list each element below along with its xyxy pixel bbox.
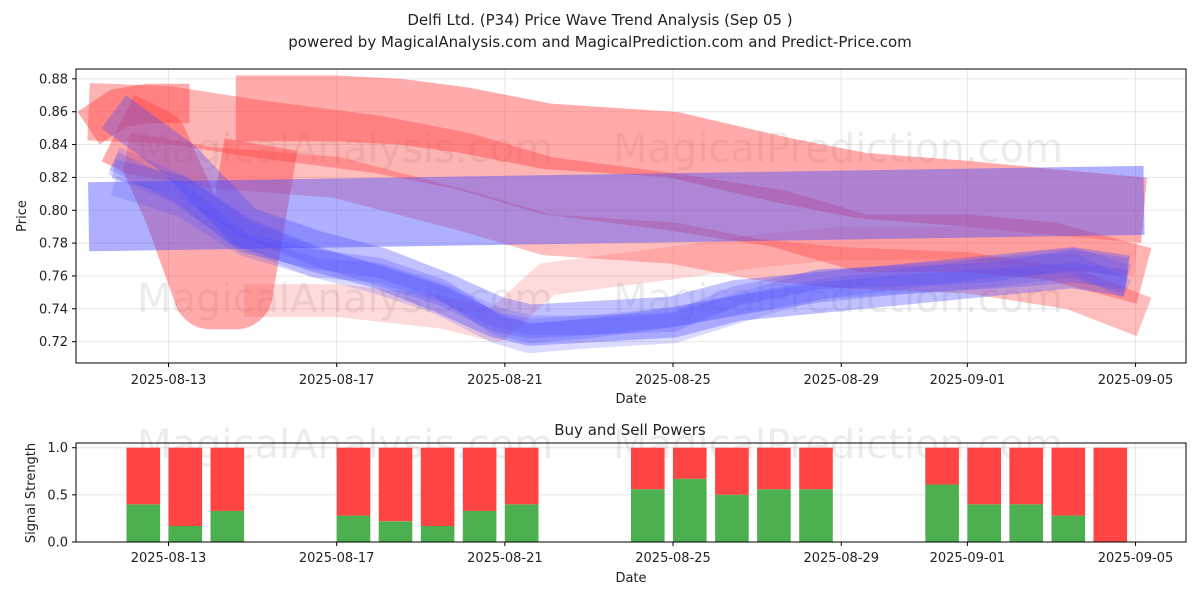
signal-y-tick-label: 0.0 bbox=[47, 536, 68, 551]
buy-power-bar bbox=[420, 526, 455, 542]
buy-power-bar bbox=[504, 504, 539, 542]
buy-power-bar bbox=[462, 510, 497, 542]
price-x-tick-label: 2025-09-01 bbox=[930, 373, 1006, 388]
red-wave-band bbox=[87, 82, 1152, 304]
red-wave-band bbox=[244, 226, 1138, 342]
sell-power-bar bbox=[378, 447, 413, 522]
price-x-tick-label: 2025-08-29 bbox=[803, 373, 879, 388]
buy-power-bar bbox=[757, 489, 791, 542]
blue-wave-band bbox=[107, 147, 1132, 354]
price-y-tick-label: 0.76 bbox=[39, 269, 68, 284]
sell-power-bar bbox=[504, 447, 539, 505]
red-wave-band bbox=[101, 94, 298, 330]
signal-x-tick-label: 2025-08-17 bbox=[299, 551, 375, 566]
signal-panel-title: Buy and Sell Powers bbox=[554, 421, 706, 439]
buy-power-bar bbox=[126, 504, 161, 542]
price-x-tick-label: 2025-08-13 bbox=[131, 373, 207, 388]
sell-power-bar bbox=[799, 447, 833, 490]
sell-power-bar bbox=[631, 447, 665, 490]
signal-x-tick-label: 2025-08-29 bbox=[803, 551, 879, 566]
price-y-tick-label: 0.80 bbox=[39, 204, 68, 219]
price-x-tick-label: 2025-09-05 bbox=[1098, 373, 1174, 388]
price-plot-background bbox=[76, 69, 1186, 363]
signal-x-tick-label: 2025-08-25 bbox=[635, 551, 711, 566]
price-y-tick-label: 0.72 bbox=[39, 335, 68, 350]
blue-wave-band bbox=[109, 152, 1129, 344]
signal-bars bbox=[126, 447, 1128, 542]
signal-y-ticks: 0.0 0.5 1.0 bbox=[47, 441, 76, 551]
price-watermarks: MagicalAnalysis.com MagicalPrediction.co… bbox=[137, 126, 1063, 322]
signal-x-ticks: 2025-08-13 2025-08-17 2025-08-21 2025-08-25… bbox=[131, 542, 1174, 566]
price-x-axis-label: Date bbox=[615, 392, 646, 407]
sell-power-bar bbox=[757, 447, 791, 490]
red-wave-band bbox=[77, 83, 190, 145]
signal-x-tick-label: 2025-09-05 bbox=[1098, 551, 1174, 566]
sell-power-bar bbox=[673, 447, 707, 479]
price-y-tick-label: 0.78 bbox=[39, 237, 68, 252]
watermark-text: MagicalAnalysis.com bbox=[137, 126, 553, 172]
chart-title: Delfi Ltd. (P34) Price Wave Trend Analys… bbox=[407, 11, 792, 29]
buy-power-bar bbox=[1009, 504, 1043, 542]
buy-power-bar bbox=[378, 521, 413, 542]
sell-power-bar bbox=[715, 447, 749, 495]
signal-x-tick-label: 2025-08-13 bbox=[131, 551, 207, 566]
signal-x-tick-label: 2025-09-01 bbox=[930, 551, 1006, 566]
sell-power-bar bbox=[210, 447, 245, 511]
price-x-ticks: 2025-08-13 2025-08-17 2025-08-21 2025-08-25… bbox=[131, 363, 1174, 388]
price-y-ticks: 0.72 0.74 0.76 0.78 0.80 0.82 0.84 0.86 0.88 bbox=[39, 72, 76, 350]
price-x-tick-label: 2025-08-17 bbox=[299, 373, 375, 388]
price-x-tick-label: 2025-08-21 bbox=[467, 373, 543, 388]
watermark-text: MagicalPrediction.com bbox=[613, 276, 1063, 322]
sell-power-bar bbox=[462, 447, 497, 511]
signal-y-tick-label: 0.5 bbox=[47, 488, 68, 503]
price-y-tick-label: 0.88 bbox=[39, 72, 68, 87]
price-y-tick-label: 0.74 bbox=[39, 302, 68, 317]
sell-power-bar bbox=[1093, 447, 1128, 542]
sell-power-bar bbox=[420, 447, 455, 526]
signal-panel: Buy and Sell Powers MagicalAnalysis.com … bbox=[24, 421, 1187, 586]
buy-power-bar bbox=[631, 489, 665, 542]
watermark-text: MagicalAnalysis.com bbox=[137, 276, 553, 322]
signal-x-tick-label: 2025-08-21 bbox=[467, 551, 543, 566]
price-plot-frame bbox=[75, 68, 1187, 364]
price-y-tick-label: 0.84 bbox=[39, 138, 68, 153]
sell-power-bar bbox=[168, 447, 203, 526]
red-wave-band bbox=[235, 75, 1147, 244]
buy-power-bar bbox=[210, 510, 245, 542]
sell-power-bar bbox=[126, 447, 161, 505]
price-grid bbox=[76, 69, 1186, 363]
price-x-tick-label: 2025-08-25 bbox=[635, 373, 711, 388]
buy-power-bar bbox=[967, 504, 1001, 542]
signal-x-axis-label: Date bbox=[615, 571, 646, 586]
price-y-tick-label: 0.82 bbox=[39, 171, 68, 186]
blue-wave-band bbox=[110, 176, 1132, 336]
signal-y-tick-label: 1.0 bbox=[47, 441, 68, 456]
buy-power-bar bbox=[1051, 515, 1086, 542]
price-panel: MagicalAnalysis.com MagicalPrediction.co… bbox=[15, 68, 1187, 407]
blue-wave-band bbox=[88, 165, 1145, 252]
sell-power-bar bbox=[336, 447, 371, 516]
price-wave-bands bbox=[77, 75, 1152, 354]
buy-power-bar bbox=[925, 484, 959, 542]
signal-y-axis-label: Signal Strength bbox=[24, 443, 39, 543]
watermark-text: MagicalPrediction.com bbox=[613, 126, 1063, 172]
blue-wave-band bbox=[101, 95, 1131, 346]
sell-power-bar bbox=[967, 447, 1001, 505]
buy-power-bar bbox=[168, 526, 203, 542]
buy-power-bar bbox=[336, 515, 371, 542]
sell-power-bar bbox=[925, 447, 959, 485]
chart-subtitle: powered by MagicalAnalysis.com and Magic… bbox=[288, 33, 912, 51]
blue-wave-band bbox=[111, 159, 1129, 339]
buy-power-bar bbox=[715, 494, 749, 542]
price-y-axis-label: Price bbox=[15, 200, 30, 232]
red-wave-band bbox=[122, 132, 1152, 337]
price-y-tick-label: 0.86 bbox=[39, 105, 68, 120]
signal-plot-frame bbox=[75, 442, 1187, 543]
buy-power-bar bbox=[799, 489, 833, 542]
sell-power-bar bbox=[1051, 447, 1086, 516]
buy-power-bar bbox=[673, 478, 707, 542]
sell-power-bar bbox=[1009, 447, 1043, 505]
